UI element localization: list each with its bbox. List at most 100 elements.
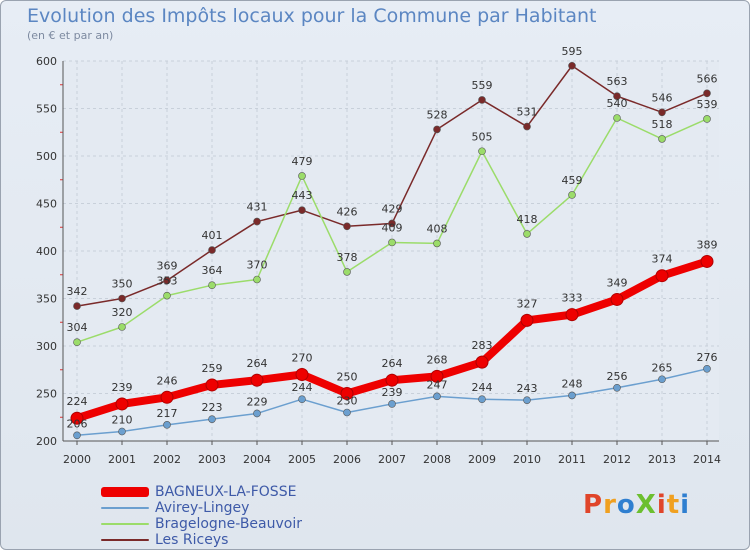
y-tick-label: 450 — [36, 198, 57, 211]
data-label: 431 — [247, 201, 268, 214]
data-label: 401 — [202, 229, 223, 242]
data-label: 426 — [337, 205, 358, 218]
data-label: 408 — [427, 222, 448, 235]
data-point — [655, 269, 669, 283]
data-label: 239 — [112, 381, 133, 394]
data-label: 229 — [247, 395, 268, 408]
data-label: 333 — [562, 292, 583, 305]
data-label: 264 — [382, 357, 403, 370]
y-tick-label: 300 — [36, 340, 57, 353]
data-label: 378 — [337, 251, 358, 264]
data-label: 256 — [607, 370, 628, 383]
data-point — [118, 427, 126, 436]
data-point — [478, 395, 486, 404]
y-tick-label: 400 — [36, 245, 57, 258]
data-point — [433, 392, 441, 401]
data-label: 429 — [382, 202, 403, 215]
data-point — [340, 387, 354, 400]
data-point — [478, 147, 486, 156]
data-point — [478, 96, 486, 104]
logo-letter: i — [680, 490, 691, 520]
data-label: 350 — [112, 278, 133, 291]
data-label: 247 — [427, 378, 448, 391]
chart-legend: BAGNEUX-LA-FOSSE Avirey-Lingey Bragelogn… — [101, 484, 302, 548]
data-point — [568, 391, 576, 400]
data-point — [115, 397, 129, 411]
y-tick-label: 600 — [36, 55, 57, 68]
data-point — [253, 409, 261, 418]
y-tick-label: 500 — [36, 150, 57, 163]
chart-title: Evolution des Impôts locaux pour la Comm… — [27, 5, 597, 27]
data-label: 217 — [157, 407, 178, 420]
x-tick-label: 2003 — [198, 453, 226, 466]
data-point — [163, 276, 171, 285]
proxiti-logo: ProXiti — [583, 490, 690, 520]
data-point — [523, 122, 531, 131]
data-point — [118, 323, 126, 331]
data-label: 595 — [562, 45, 583, 58]
data-point — [568, 191, 576, 199]
data-label: 389 — [697, 238, 718, 251]
data-label: 539 — [697, 98, 718, 111]
chart-subtitle: (en € et par an) — [27, 29, 114, 42]
x-tick-label: 2006 — [333, 453, 361, 466]
data-point — [73, 338, 81, 347]
data-point — [295, 368, 309, 381]
x-tick-label: 2010 — [513, 453, 541, 466]
legend-swatch-avirey — [101, 507, 149, 509]
data-label: 304 — [67, 321, 88, 334]
data-point — [73, 431, 81, 440]
data-label: 270 — [292, 352, 313, 365]
logo-letter: i — [656, 490, 667, 520]
data-label: 239 — [382, 386, 403, 399]
data-point — [433, 239, 441, 248]
data-label: 505 — [472, 130, 493, 143]
data-label: 342 — [67, 285, 88, 298]
data-point — [568, 61, 576, 70]
x-tick-label: 2011 — [558, 453, 586, 466]
data-label: 364 — [202, 264, 223, 277]
data-label: 559 — [472, 79, 493, 92]
data-label: 418 — [517, 213, 538, 226]
data-point — [658, 375, 666, 384]
data-label: 531 — [517, 106, 538, 119]
data-point — [73, 302, 81, 310]
data-label: 210 — [112, 414, 133, 427]
data-point — [610, 292, 624, 306]
y-tick-label: 350 — [36, 293, 57, 306]
data-label: 276 — [697, 351, 718, 364]
legend-item-bagneux: BAGNEUX-LA-FOSSE — [101, 484, 302, 500]
data-label: 250 — [337, 371, 358, 384]
data-point — [613, 92, 621, 100]
data-label: 244 — [292, 381, 313, 394]
data-point — [343, 268, 351, 276]
data-point — [298, 206, 306, 214]
logo-letter: t — [666, 490, 681, 520]
data-label: 409 — [382, 221, 403, 234]
data-label: 443 — [292, 189, 313, 202]
data-label: 479 — [292, 155, 313, 168]
data-point — [250, 373, 264, 387]
x-tick-label: 2005 — [288, 453, 316, 466]
x-tick-label: 2009 — [468, 453, 496, 466]
x-tick-label: 2008 — [423, 453, 451, 466]
data-label: 283 — [472, 339, 493, 352]
data-point — [118, 294, 126, 303]
data-point — [475, 355, 489, 369]
data-label: 370 — [247, 259, 268, 272]
data-label: 223 — [202, 401, 223, 414]
data-label: 566 — [697, 72, 718, 85]
x-tick-label: 2000 — [63, 453, 91, 466]
data-point — [385, 373, 399, 387]
data-label: 259 — [202, 362, 223, 375]
legend-label-bragelogne: Bragelogne-Beauvoir — [155, 516, 302, 532]
legend-swatch-bragelogne — [101, 523, 149, 525]
x-tick-label: 2013 — [648, 453, 676, 466]
x-tick-label: 2002 — [153, 453, 181, 466]
data-label: 546 — [652, 91, 673, 104]
data-point — [703, 89, 711, 98]
y-tick-label: 250 — [36, 388, 57, 401]
x-tick-label: 2007 — [378, 453, 406, 466]
